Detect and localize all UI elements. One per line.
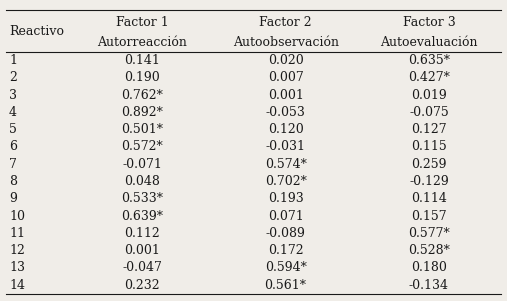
Text: -0.071: -0.071 [122,158,162,171]
Text: Autoevaluación: Autoevaluación [380,36,478,49]
Text: 10: 10 [9,209,25,222]
Text: 0.127: 0.127 [411,123,447,136]
Text: 0.157: 0.157 [411,209,447,222]
Text: 0.001: 0.001 [124,244,160,257]
Text: 0.019: 0.019 [411,89,447,102]
Text: 0.577*: 0.577* [408,227,450,240]
Text: 5: 5 [9,123,17,136]
Text: -0.047: -0.047 [122,261,162,274]
Text: 0.572*: 0.572* [122,141,163,154]
Text: 13: 13 [9,261,25,274]
Text: 0.594*: 0.594* [265,261,307,274]
Text: 0.141: 0.141 [124,54,160,67]
Text: 4: 4 [9,106,17,119]
Text: 6: 6 [9,141,17,154]
Text: Factor 2: Factor 2 [259,16,312,29]
Text: 0.501*: 0.501* [121,123,163,136]
Text: 0.427*: 0.427* [408,71,450,85]
Text: Autoobservación: Autoobservación [233,36,339,49]
Text: 0.071: 0.071 [268,209,304,222]
Text: Factor 1: Factor 1 [116,16,169,29]
Text: 0.180: 0.180 [411,261,447,274]
Text: 2: 2 [9,71,17,85]
Text: 0.193: 0.193 [268,192,304,205]
Text: 0.574*: 0.574* [265,158,307,171]
Text: Autorreacción: Autorreacción [97,36,187,49]
Text: -0.089: -0.089 [266,227,306,240]
Text: 0.190: 0.190 [124,71,160,85]
Text: -0.129: -0.129 [409,175,449,188]
Text: 14: 14 [9,278,25,292]
Text: 0.001: 0.001 [268,89,304,102]
Text: 0.259: 0.259 [411,158,447,171]
Text: 0.561*: 0.561* [265,278,307,292]
Text: 0.048: 0.048 [124,175,160,188]
Text: 0.232: 0.232 [125,278,160,292]
Text: 8: 8 [9,175,17,188]
Text: 0.114: 0.114 [411,192,447,205]
Text: 0.639*: 0.639* [121,209,163,222]
Text: 0.120: 0.120 [268,123,304,136]
Text: Reactivo: Reactivo [9,25,64,38]
Text: 7: 7 [9,158,17,171]
Text: 0.007: 0.007 [268,71,304,85]
Text: -0.053: -0.053 [266,106,306,119]
Text: 0.020: 0.020 [268,54,304,67]
Text: 1: 1 [9,54,17,67]
Text: 12: 12 [9,244,25,257]
Text: 11: 11 [9,227,25,240]
Text: 3: 3 [9,89,17,102]
Text: -0.075: -0.075 [409,106,449,119]
Text: Factor 3: Factor 3 [403,16,455,29]
Text: 0.892*: 0.892* [121,106,163,119]
Text: 0.635*: 0.635* [408,54,450,67]
Text: 0.172: 0.172 [268,244,303,257]
Text: -0.031: -0.031 [266,141,306,154]
Text: -0.134: -0.134 [409,278,449,292]
Text: 9: 9 [9,192,17,205]
Text: 0.112: 0.112 [124,227,160,240]
Text: 0.528*: 0.528* [408,244,450,257]
Text: 0.762*: 0.762* [121,89,163,102]
Text: 0.702*: 0.702* [265,175,307,188]
Text: 0.115: 0.115 [411,141,447,154]
Text: 0.533*: 0.533* [121,192,163,205]
